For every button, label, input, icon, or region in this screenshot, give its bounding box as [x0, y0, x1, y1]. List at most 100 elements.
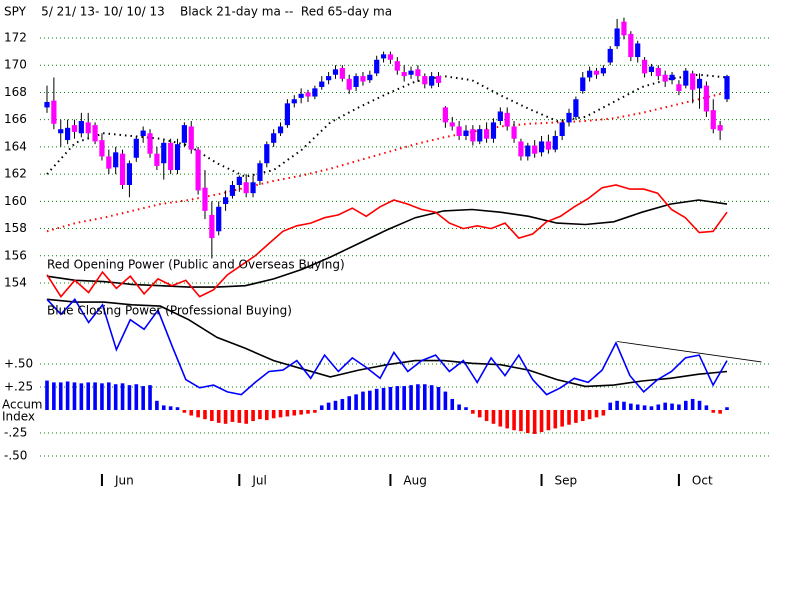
candle-body	[600, 67, 606, 74]
accum-bar	[683, 400, 688, 410]
accum-bar	[306, 410, 310, 414]
accum-bar	[216, 410, 221, 423]
candle-body	[628, 33, 634, 58]
x-tick-label: Sep	[555, 474, 578, 488]
candle-body	[113, 152, 119, 168]
candle-body	[236, 176, 242, 185]
candle-body	[298, 93, 304, 98]
candle-body	[710, 110, 716, 130]
accum-bar	[512, 410, 516, 431]
accum-bar	[663, 402, 667, 410]
accum-bar	[155, 400, 159, 410]
accum-bar	[471, 410, 475, 414]
accum-bar	[711, 410, 716, 413]
accum-bar	[670, 403, 674, 410]
y2-tick-label: -.25	[4, 426, 27, 440]
candle-body	[133, 138, 139, 158]
accum-bar	[450, 398, 455, 410]
candle-body	[696, 78, 703, 89]
candle-body	[140, 130, 146, 136]
accum-bar	[622, 401, 626, 410]
candle-body	[312, 88, 318, 97]
x-tick-label: Jul	[251, 474, 266, 488]
accum-bar	[677, 404, 681, 410]
accum-bar	[127, 385, 132, 410]
accum-bar	[72, 382, 77, 410]
candle-body	[222, 197, 229, 205]
y2-tick-label: +.25	[4, 380, 33, 394]
candle-body	[422, 76, 428, 85]
candle-body	[655, 67, 661, 77]
candle-body	[326, 76, 332, 81]
candle-body	[470, 129, 476, 142]
candle-body	[449, 122, 455, 127]
candle-body	[580, 77, 586, 92]
x-tick-label: Aug	[403, 474, 426, 488]
accum-bar	[361, 391, 365, 410]
accum-bar	[141, 386, 145, 410]
candle-body	[367, 74, 373, 81]
candle-body	[538, 141, 545, 153]
moving-average	[46, 91, 728, 233]
accum-bar	[491, 410, 496, 424]
candle-body	[181, 125, 187, 143]
accum-bar	[175, 407, 180, 410]
candle-body	[401, 72, 407, 77]
y-tick-label: 166	[4, 112, 27, 126]
candle-body	[243, 182, 249, 194]
y-tick-label: 160	[4, 194, 27, 208]
candle-body	[216, 206, 222, 232]
accum-bar	[251, 410, 255, 422]
accum-bar	[409, 385, 413, 410]
accum-bar	[79, 383, 84, 410]
candle-body	[305, 92, 311, 97]
candle-body	[188, 126, 194, 150]
accum-bar	[340, 398, 345, 410]
candle-body	[229, 185, 236, 196]
accum-bar	[210, 410, 214, 422]
y2-axis-label: Index	[2, 410, 35, 424]
accum-bar	[292, 410, 297, 416]
candle-body	[607, 48, 613, 63]
accum-bar	[100, 383, 104, 410]
candle-body	[456, 126, 462, 136]
accum-bar	[615, 400, 619, 410]
accum-bar	[319, 405, 324, 410]
candle-body	[532, 145, 538, 154]
trendline	[617, 341, 762, 363]
candle-body	[497, 111, 503, 122]
candle-body	[566, 112, 572, 123]
candle-body	[573, 99, 579, 117]
moving-average	[46, 73, 728, 178]
accum-bar	[532, 410, 537, 434]
accum-bar	[264, 410, 269, 421]
candle-body	[676, 84, 682, 92]
y-tick-label: 168	[4, 85, 27, 99]
candle-body	[683, 70, 689, 86]
accum-bar	[567, 410, 571, 425]
candle-body	[332, 69, 339, 75]
candle-body	[374, 59, 380, 74]
accum-bar	[718, 410, 722, 414]
accum-bar	[168, 406, 173, 410]
candle-body	[587, 70, 593, 78]
candle-body	[85, 122, 91, 134]
annotation: Red Opening Power (Public and Overseas B…	[47, 258, 345, 272]
accum-bar	[484, 410, 489, 422]
y-tick-label: 172	[4, 31, 27, 45]
y-tick-label: 154	[4, 276, 27, 290]
accum-bar	[86, 382, 91, 410]
accum-bar	[223, 410, 228, 424]
accum-bar	[93, 382, 97, 410]
accum-bar	[697, 400, 702, 410]
accum-bar	[642, 405, 647, 410]
candle-body	[703, 85, 709, 112]
candle-body	[277, 126, 284, 134]
candle-body	[195, 149, 201, 191]
power-line	[46, 184, 728, 298]
candle-body	[477, 129, 483, 142]
accum-bar	[635, 404, 640, 410]
accum-bar	[704, 405, 709, 410]
